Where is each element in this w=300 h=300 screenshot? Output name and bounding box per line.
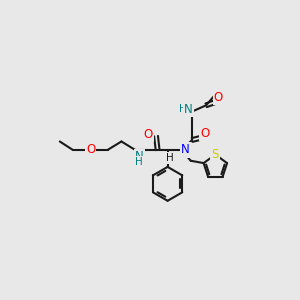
Text: N: N	[181, 143, 190, 157]
Text: H: H	[166, 153, 174, 163]
Text: H: H	[135, 157, 143, 167]
Text: H: H	[179, 104, 187, 114]
Text: O: O	[86, 143, 95, 157]
Text: N: N	[135, 150, 143, 164]
Text: N: N	[184, 103, 193, 116]
Text: S: S	[212, 148, 219, 161]
Text: O: O	[214, 91, 223, 104]
Text: O: O	[144, 128, 153, 141]
Text: O: O	[200, 127, 209, 140]
